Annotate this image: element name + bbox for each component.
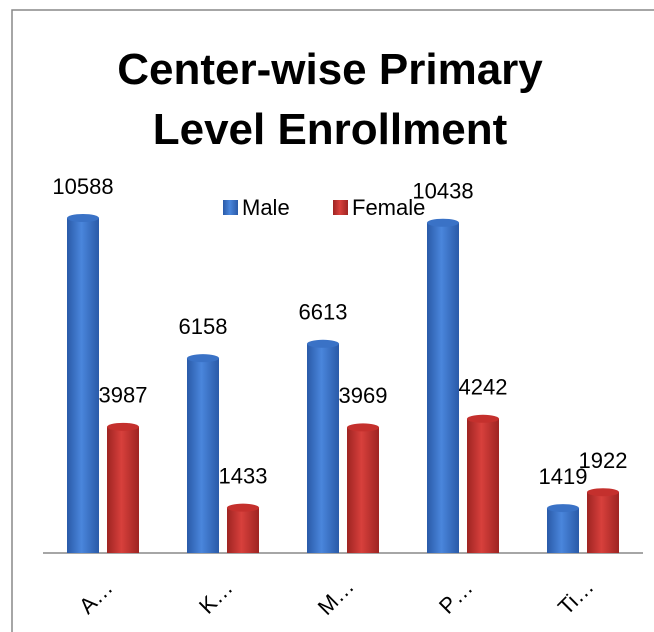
data-label: 3969 (339, 383, 388, 408)
x-tick-label: M… (313, 574, 359, 620)
x-tick-label: A… (74, 575, 118, 619)
data-label: 10438 (412, 179, 473, 204)
legend-swatch (223, 200, 238, 215)
bar-cap (67, 214, 99, 222)
bar (587, 492, 619, 553)
data-label: 1922 (579, 448, 628, 473)
chart-title: Center-wise Primary Level Enrollment (117, 45, 543, 154)
bar-cap (307, 339, 339, 348)
bar (547, 508, 579, 553)
bar (427, 222, 459, 553)
bar (307, 343, 339, 553)
x-tick-label: K… (194, 575, 238, 619)
x-tick-label: P… (434, 575, 478, 619)
data-label: 3987 (99, 383, 148, 408)
data-label: 6613 (299, 300, 348, 325)
bar-cap (227, 503, 259, 512)
bar-cap (187, 354, 219, 363)
legend-label: Male (242, 195, 290, 220)
data-label: 6158 (179, 314, 228, 339)
data-label: 4242 (459, 375, 508, 400)
bar (67, 218, 99, 553)
bar (107, 426, 139, 553)
legend-swatch (333, 200, 348, 215)
data-label: 1419 (539, 464, 588, 489)
bar-cap (107, 422, 139, 431)
bar-cap (347, 423, 379, 432)
bar-cap (587, 488, 619, 497)
bar-cap (427, 218, 459, 227)
bar-cap (467, 414, 499, 423)
data-label: 10588 (52, 174, 113, 199)
data-label: 1433 (219, 463, 268, 488)
bar (187, 358, 219, 553)
chart-border (11, 9, 654, 632)
bar (467, 418, 499, 553)
legend-label: Female (352, 195, 425, 220)
bar-cap (547, 504, 579, 513)
x-tick-label: Ti… (553, 574, 599, 620)
bar (227, 507, 259, 553)
bar (347, 427, 379, 553)
